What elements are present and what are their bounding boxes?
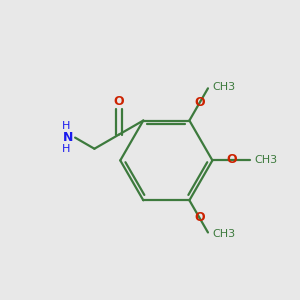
Text: CH3: CH3: [212, 229, 236, 239]
Text: O: O: [194, 212, 205, 224]
Text: N: N: [62, 131, 73, 144]
Text: O: O: [226, 153, 237, 166]
Text: H: H: [62, 121, 70, 131]
Text: CH3: CH3: [254, 155, 277, 165]
Text: H: H: [62, 144, 70, 154]
Text: O: O: [113, 94, 124, 107]
Text: CH3: CH3: [212, 82, 236, 92]
Text: O: O: [194, 96, 205, 110]
